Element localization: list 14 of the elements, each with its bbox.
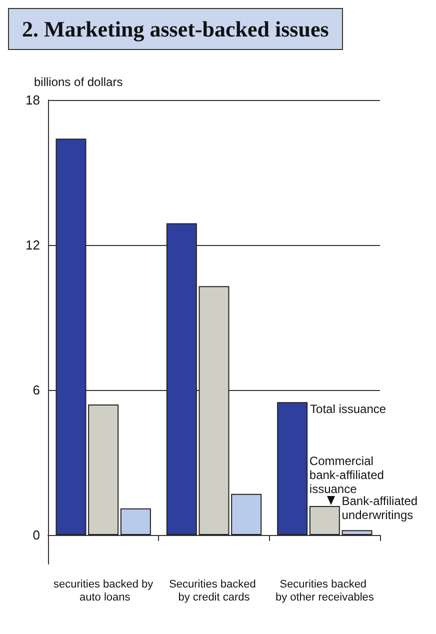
bar [120, 508, 151, 535]
y-tick-label: 12 [26, 238, 40, 252]
y-tick-label: 18 [26, 92, 40, 108]
bar [277, 402, 308, 535]
series-label: Bank-affiliated underwritings [342, 494, 418, 522]
y-tick-label: 0 [32, 528, 40, 542]
x-tick-label: Securities backed by credit cards [169, 578, 259, 604]
x-tick-label: securities backed by auto loans [53, 578, 154, 604]
series-label: Commercial bank-affiliated issuance [309, 454, 384, 496]
chart-title: 2. Marketing asset-backed issues [22, 16, 330, 42]
x-tick-label: Securities backed by other receivables [275, 578, 374, 604]
y-tick-label: 6 [32, 382, 40, 398]
series-label: Total issuance [310, 402, 386, 416]
y-axis-title: billions of dollars [34, 75, 123, 89]
